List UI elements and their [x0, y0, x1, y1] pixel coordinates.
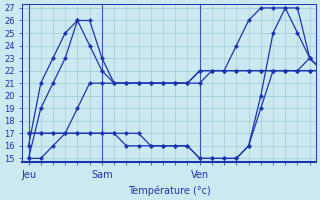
X-axis label: Température (°c): Température (°c)	[128, 185, 211, 196]
